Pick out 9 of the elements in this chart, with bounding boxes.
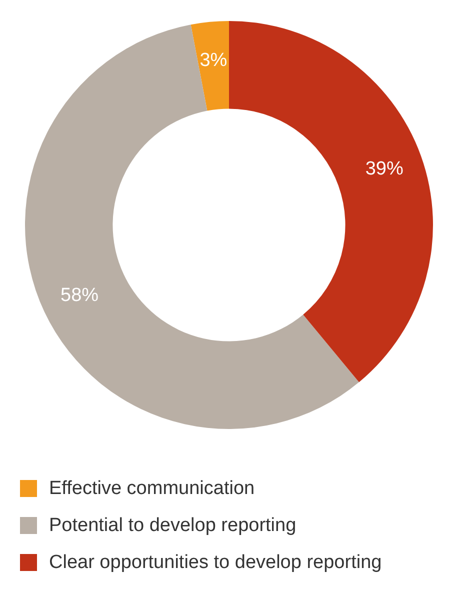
legend-label: Clear opportunities to develop reporting [49, 552, 382, 574]
donut-slice [190, 21, 229, 111]
legend-label: Effective communication [49, 478, 255, 500]
legend-label: Potential to develop reporting [49, 514, 296, 536]
donut-slice [25, 24, 360, 429]
data-label: 58% [60, 284, 99, 306]
data-label: 3% [200, 50, 228, 72]
data-label: 39% [365, 158, 404, 180]
donut-slice [229, 21, 433, 382]
